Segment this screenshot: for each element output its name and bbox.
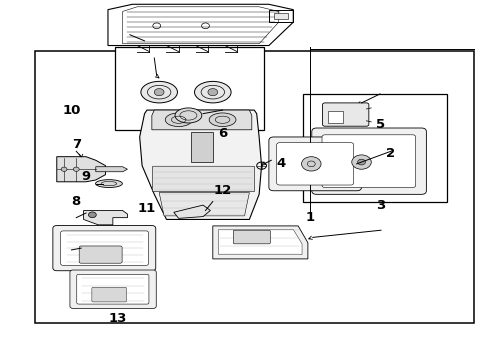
Ellipse shape (194, 81, 231, 103)
Circle shape (351, 155, 370, 169)
FancyBboxPatch shape (77, 274, 149, 304)
Polygon shape (83, 211, 127, 225)
Circle shape (154, 89, 163, 96)
Polygon shape (152, 110, 251, 130)
Text: 2: 2 (386, 147, 394, 159)
Text: 9: 9 (81, 170, 90, 183)
Polygon shape (57, 157, 105, 182)
Polygon shape (218, 229, 302, 255)
Text: 13: 13 (108, 311, 127, 325)
Text: 7: 7 (72, 138, 81, 150)
Circle shape (207, 89, 217, 96)
Polygon shape (140, 110, 261, 220)
FancyBboxPatch shape (311, 128, 426, 194)
Circle shape (88, 212, 96, 218)
Text: 4: 4 (276, 157, 285, 170)
FancyBboxPatch shape (61, 231, 148, 265)
FancyBboxPatch shape (79, 246, 122, 263)
Text: 6: 6 (218, 127, 227, 140)
FancyBboxPatch shape (322, 103, 368, 126)
Text: 3: 3 (376, 199, 385, 212)
Bar (328, 111, 342, 123)
Text: 10: 10 (62, 104, 81, 117)
Text: 8: 8 (72, 195, 81, 208)
Text: 5: 5 (376, 118, 385, 131)
Text: 1: 1 (305, 211, 314, 224)
Ellipse shape (165, 113, 192, 127)
Polygon shape (173, 205, 210, 219)
Ellipse shape (209, 113, 236, 127)
Bar (190, 132, 212, 162)
Circle shape (301, 157, 321, 171)
FancyBboxPatch shape (92, 287, 126, 302)
Bar (273, 13, 288, 19)
Polygon shape (96, 167, 127, 172)
Ellipse shape (141, 81, 177, 103)
FancyBboxPatch shape (268, 137, 361, 191)
Circle shape (357, 159, 365, 165)
Text: 12: 12 (213, 184, 231, 197)
FancyBboxPatch shape (233, 230, 270, 244)
Bar (35, 51, 473, 323)
Text: 11: 11 (138, 202, 156, 215)
FancyBboxPatch shape (322, 135, 415, 188)
Bar (303, 94, 446, 202)
Bar (115, 47, 264, 130)
Polygon shape (159, 193, 249, 216)
FancyBboxPatch shape (276, 143, 353, 185)
Circle shape (73, 167, 79, 171)
FancyBboxPatch shape (70, 270, 156, 309)
Ellipse shape (95, 180, 122, 188)
Circle shape (61, 167, 67, 171)
Polygon shape (212, 226, 307, 259)
FancyBboxPatch shape (53, 226, 156, 271)
Ellipse shape (175, 108, 202, 123)
Polygon shape (152, 166, 254, 191)
